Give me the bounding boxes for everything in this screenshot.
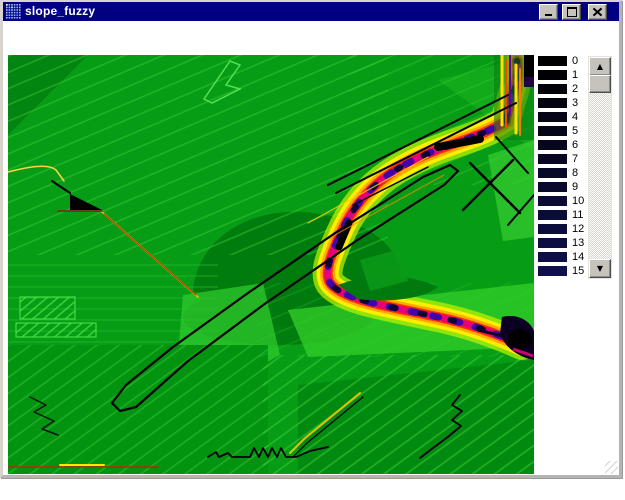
legend-item: 7 xyxy=(538,153,588,165)
legend-swatch xyxy=(538,84,567,94)
legend: 0 1 2 3 4 5 xyxy=(538,56,588,280)
legend-value-label: 13 xyxy=(572,237,585,249)
legend-swatch xyxy=(538,98,567,108)
legend-value-label: 2 xyxy=(572,83,579,95)
legend-value-label: 9 xyxy=(572,181,579,193)
legend-swatch xyxy=(538,140,567,150)
legend-item: 10 xyxy=(538,195,588,207)
legend-item: 15 xyxy=(538,265,588,277)
legend-swatch xyxy=(538,168,567,178)
close-button[interactable] xyxy=(588,3,607,20)
close-icon xyxy=(593,8,602,16)
map-viewport[interactable] xyxy=(8,55,534,474)
legend-swatch xyxy=(538,126,567,136)
scroll-up-icon: ▲ xyxy=(596,62,604,71)
legend-item: 3 xyxy=(538,97,588,109)
app-window: slope_fuzzy xyxy=(0,0,622,478)
legend-swatch xyxy=(538,252,567,262)
raster-grid-icon xyxy=(6,4,21,19)
legend-item: 2 xyxy=(538,83,588,95)
minimize-icon xyxy=(545,14,552,16)
legend-swatch xyxy=(538,210,567,220)
scroll-up-button[interactable]: ▲ xyxy=(589,57,611,76)
legend-swatch xyxy=(538,112,567,122)
legend-item: 9 xyxy=(538,181,588,193)
legend-swatch xyxy=(538,238,567,248)
legend-swatch xyxy=(538,266,567,276)
maximize-button[interactable] xyxy=(562,3,581,20)
legend-value-label: 7 xyxy=(572,153,579,165)
legend-item: 4 xyxy=(538,111,588,123)
legend-swatch xyxy=(538,182,567,192)
minimize-button[interactable] xyxy=(539,3,558,20)
scroll-down-button[interactable]: ▼ xyxy=(589,259,611,278)
legend-swatch xyxy=(538,196,567,206)
legend-value-label: 14 xyxy=(572,251,585,263)
resize-grip-icon[interactable] xyxy=(605,461,618,474)
legend-item: 13 xyxy=(538,237,588,249)
legend-value-label: 11 xyxy=(572,209,584,221)
titlebar[interactable]: slope_fuzzy xyxy=(3,2,619,21)
legend-item: 1 xyxy=(538,69,588,81)
legend-item: 8 xyxy=(538,167,588,179)
legend-value-label: 4 xyxy=(572,111,579,123)
map-canvas[interactable] xyxy=(8,55,534,474)
legend-value-label: 15 xyxy=(572,265,585,277)
legend-value-label: 5 xyxy=(572,125,579,137)
legend-value-label: 1 xyxy=(572,69,579,81)
maximize-icon xyxy=(566,6,577,17)
window-title: slope_fuzzy xyxy=(25,4,96,18)
legend-item: 11 xyxy=(538,209,588,221)
legend-value-label: 3 xyxy=(572,97,579,109)
legend-item: 14 xyxy=(538,251,588,263)
scroll-down-icon: ▼ xyxy=(596,264,604,273)
legend-swatch xyxy=(538,224,567,234)
legend-item: 5 xyxy=(538,125,588,137)
legend-item: 12 xyxy=(538,223,588,235)
scrollbar-thumb[interactable] xyxy=(589,75,611,93)
legend-swatch xyxy=(538,154,567,164)
legend-swatch xyxy=(538,56,567,66)
legend-value-label: 6 xyxy=(572,139,579,151)
legend-value-label: 12 xyxy=(572,223,585,235)
legend-item: 6 xyxy=(538,139,588,151)
legend-scrollbar[interactable]: ▲ ▼ xyxy=(588,56,612,279)
legend-value-label: 0 xyxy=(572,55,579,67)
legend-swatch xyxy=(538,70,567,80)
legend-item: 0 xyxy=(538,55,588,67)
legend-value-label: 8 xyxy=(572,167,579,179)
legend-value-label: 10 xyxy=(572,195,585,207)
